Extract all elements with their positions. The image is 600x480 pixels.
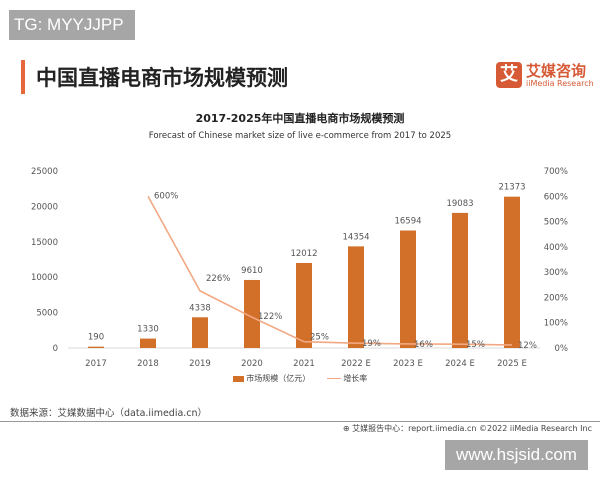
line-data-label: 600% [154, 191, 178, 201]
line-data-label: 15% [466, 340, 485, 350]
legend: 市场规模（亿元） 增长率 [0, 373, 600, 384]
bar [452, 212, 468, 348]
legend-line-swatch [326, 377, 341, 380]
y-left-tick: 20000 [31, 202, 58, 212]
x-tick-label: 2022 E [341, 359, 371, 369]
y-right-tick: 400% [544, 243, 568, 253]
logo-cn: 艾媒咨询 [526, 62, 587, 80]
bar-data-label: 12012 [290, 249, 317, 259]
y-left-tick: 10000 [31, 273, 58, 283]
y-left-tick: 0 [53, 344, 58, 354]
watermark-top: TG: MYYJJPP [9, 10, 135, 40]
y-right-tick: 700% [544, 167, 568, 177]
page-title: 中国直播电商市场规模预测 [36, 66, 288, 90]
line-data-label: 12% [518, 341, 537, 351]
bar [140, 338, 156, 348]
divider [0, 421, 600, 422]
x-tick-label: 2019 [189, 359, 211, 369]
line-data-label: 226% [206, 274, 230, 284]
y-left-tick: 25000 [31, 167, 58, 177]
y-left-tick: 5000 [36, 309, 58, 319]
chart-subtitle: Forecast of Chinese market size of live … [148, 131, 452, 141]
bar [504, 196, 520, 348]
x-tick-label: 2021 [293, 359, 315, 369]
growth-line [147, 195, 513, 346]
globe-icon: ⊕ [342, 424, 353, 433]
bar [348, 246, 364, 348]
title-accent-bar [21, 60, 25, 94]
x-tick-label: 2024 E [445, 359, 475, 369]
bar-data-label: 16594 [394, 217, 421, 227]
bar [400, 230, 416, 348]
y-right-tick: 600% [544, 192, 568, 202]
data-source: 数据来源：艾媒数据中心（data.iimedia.cn） [10, 408, 208, 419]
line-data-label: 19% [362, 339, 381, 349]
logo-en: iiMedia Research [526, 79, 594, 88]
bar-data-label: 21373 [498, 183, 525, 193]
y-right-tick: 200% [544, 293, 568, 303]
bar-data-label: 19083 [446, 199, 473, 209]
x-tick-label: 2017 [85, 359, 107, 369]
x-tick-label: 2018 [137, 359, 159, 369]
x-tick-label: 2020 [241, 359, 263, 369]
bar-data-label: 1330 [137, 325, 159, 335]
bar-data-label: 14354 [342, 232, 369, 242]
watermark-bottom: www.hsjsid.com [445, 440, 588, 470]
footer-report-text: 艾媒报告中心：report.iimedia.cn ©2022 iiMedia R… [352, 424, 592, 433]
legend-bar-swatch [232, 375, 244, 382]
logo-mark-icon: 艾 [496, 62, 522, 88]
line-data-label: 16% [414, 340, 433, 350]
footer-report: ⊕ 艾媒报告中心：report.iimedia.cn ©2022 iiMedia… [343, 423, 592, 434]
legend-bar-label: 市场规模（亿元） [246, 374, 311, 383]
chart-title: 2017-2025年中国直播电商市场规模预测 [195, 112, 405, 125]
y-right-tick: 500% [544, 218, 568, 228]
logo: 艾 艾媒咨询 iiMedia Research [496, 62, 594, 92]
bar [244, 279, 260, 348]
line-data-label: 122% [258, 312, 282, 322]
bar-data-label: 9610 [241, 266, 263, 276]
y-right-tick: 100% [544, 319, 568, 329]
line-data-label: 25% [310, 333, 329, 343]
x-tick-label: 2023 E [393, 359, 423, 369]
x-tick-label: 2025 E [497, 359, 527, 369]
bar-data-label: 4338 [189, 303, 211, 313]
y-right-tick: 300% [544, 268, 568, 278]
legend-line-label: 增长率 [343, 374, 368, 383]
bar [88, 346, 104, 348]
y-right-tick: 0% [555, 344, 569, 354]
bar [192, 317, 208, 348]
y-left-tick: 15000 [31, 238, 58, 248]
bar-data-label: 190 [88, 333, 104, 343]
bar [296, 262, 312, 348]
